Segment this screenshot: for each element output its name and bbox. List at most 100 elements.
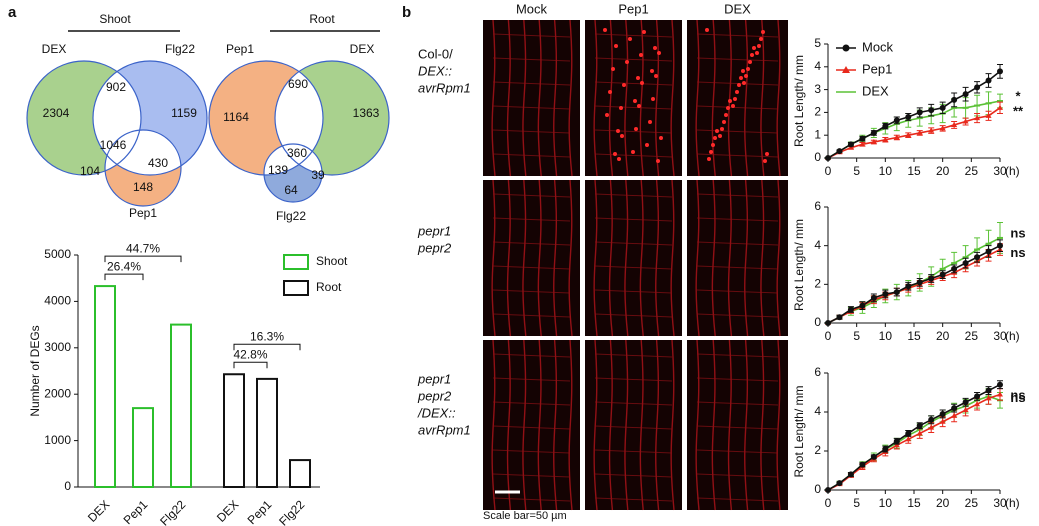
y-tick-label: 6 — [814, 365, 821, 379]
point — [974, 401, 981, 407]
point — [962, 91, 969, 98]
region-count: 430 — [148, 156, 168, 170]
micrograph — [585, 19, 682, 177]
point — [905, 436, 912, 442]
fluorescent-spot — [648, 120, 652, 124]
point — [847, 141, 854, 148]
point — [893, 117, 900, 124]
micrograph — [687, 179, 788, 337]
cell-wall — [568, 179, 573, 337]
cell-wall — [594, 289, 673, 294]
row-label: /DEX:: — [417, 405, 456, 420]
set-label: DEX — [42, 42, 67, 56]
bar — [289, 459, 311, 489]
fluorescent-spot — [755, 51, 759, 55]
cell-wall — [594, 473, 673, 478]
legend-label: Mock — [862, 39, 894, 54]
x-tick-label: Flg22 — [157, 497, 188, 526]
cell-wall — [670, 19, 675, 177]
fluorescent-spot — [636, 76, 640, 80]
x-tick-label: 25 — [965, 164, 979, 178]
cell-wall — [696, 33, 779, 38]
bar — [170, 323, 192, 488]
scale-bar-label: Scale bar=50 µm — [483, 510, 567, 522]
cell-wall — [492, 241, 571, 246]
venn-outline — [274, 60, 390, 176]
cell-wall — [594, 153, 673, 158]
cell-wall — [696, 289, 779, 294]
x-tick-label: 10 — [879, 329, 893, 343]
cell-wall — [537, 179, 542, 337]
fluorescent-spot — [633, 99, 637, 103]
point — [985, 77, 992, 84]
fluorescent-spot — [656, 159, 660, 163]
series-line — [827, 237, 1001, 324]
y-axis-label: Number of DEGs — [28, 325, 42, 416]
cell-wall — [506, 339, 512, 511]
series-line — [827, 244, 1001, 324]
cell-wall — [776, 179, 781, 337]
fluorescent-spot — [724, 113, 728, 117]
x-tick-label: 20 — [936, 164, 950, 178]
fluorescent-spot — [715, 129, 719, 133]
cell-wall — [568, 19, 573, 177]
cell-wall — [492, 473, 571, 478]
x-tick-label: 15 — [907, 496, 921, 510]
micrograph — [483, 179, 580, 337]
cell-wall — [696, 193, 779, 198]
cell-wall — [593, 339, 598, 511]
y-tick-label: 4 — [814, 238, 821, 252]
cell-wall — [696, 377, 779, 382]
region-count: 1164 — [223, 110, 249, 124]
cell-wall — [760, 339, 765, 511]
comparison-label: 44.7% — [126, 241, 160, 255]
row-label: pepr1 — [417, 371, 451, 386]
set-label: Flg22 — [276, 209, 306, 223]
micrograph-bg — [483, 20, 580, 176]
point — [997, 391, 1003, 397]
fluorescent-spot — [642, 30, 646, 34]
micrograph-bg — [585, 20, 682, 176]
point — [836, 314, 843, 321]
y-tick-label: 4 — [814, 59, 821, 73]
point — [939, 104, 946, 111]
cell-wall — [744, 179, 749, 337]
cell-wall — [594, 377, 673, 382]
column-label: Mock — [516, 1, 548, 16]
point — [974, 393, 981, 400]
point — [997, 104, 1003, 110]
set-label: Pep1 — [129, 206, 157, 220]
fluorescent-spot — [625, 60, 629, 64]
fluorescent-spot — [731, 104, 735, 108]
point — [905, 283, 912, 290]
cell-wall — [608, 179, 614, 337]
cell-wall — [711, 179, 716, 337]
cell-wall — [594, 353, 673, 358]
cell-wall — [522, 179, 527, 337]
point — [985, 112, 992, 118]
cell-wall — [639, 339, 644, 511]
bracket — [104, 255, 182, 263]
cell-wall — [760, 179, 765, 337]
point — [916, 129, 923, 135]
x-axis-label: (h) — [1005, 329, 1020, 343]
point — [916, 109, 923, 116]
row-label: Col-0/ — [418, 46, 453, 61]
cell-wall — [492, 33, 571, 38]
point — [939, 125, 946, 131]
x-tick-label: 20 — [936, 496, 950, 510]
micrograph — [687, 339, 788, 511]
point — [951, 265, 958, 272]
fluorescent-spot — [640, 81, 644, 85]
point — [928, 416, 935, 423]
x-tick-label: 30 — [993, 329, 1007, 343]
cell-wall — [492, 265, 571, 270]
cell-wall — [696, 473, 779, 478]
venn-outline — [92, 60, 208, 176]
cell-wall — [696, 353, 779, 358]
fluorescent-spot — [741, 69, 745, 73]
significance: ns — [1010, 245, 1025, 260]
x-axis-label: (h) — [1005, 496, 1020, 510]
cell-wall — [695, 179, 700, 337]
fluorescent-spot — [752, 46, 756, 50]
